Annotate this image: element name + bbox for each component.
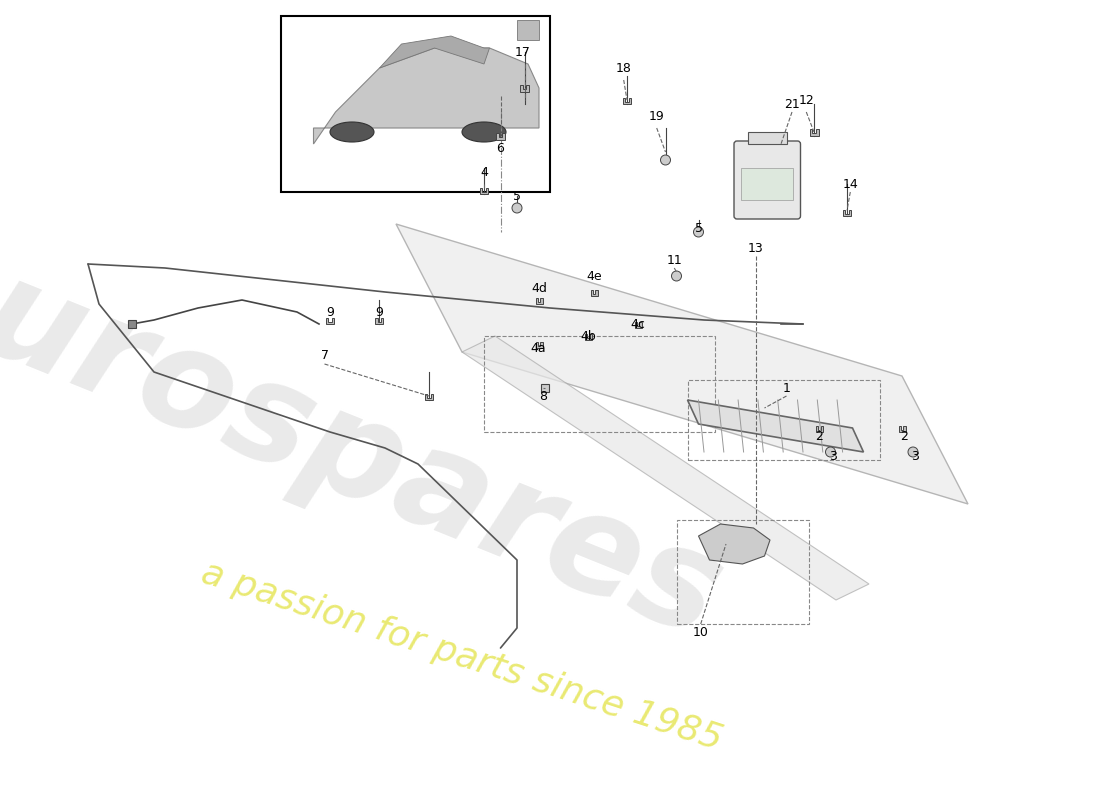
Polygon shape <box>396 224 968 504</box>
Text: 6: 6 <box>496 142 505 154</box>
Text: 10: 10 <box>693 626 708 638</box>
Text: 2: 2 <box>900 430 909 442</box>
Text: a passion for parts since 1985: a passion for parts since 1985 <box>197 555 727 757</box>
Text: 12: 12 <box>799 94 814 106</box>
Polygon shape <box>326 318 334 324</box>
Text: eurospares: eurospares <box>0 213 740 667</box>
Polygon shape <box>899 426 905 432</box>
Ellipse shape <box>462 122 506 142</box>
Text: 8: 8 <box>539 390 548 402</box>
Bar <box>741 168 793 200</box>
Polygon shape <box>375 318 384 324</box>
Text: 9: 9 <box>326 306 334 318</box>
Bar <box>676 520 808 624</box>
Text: 14: 14 <box>843 178 858 190</box>
Bar <box>280 16 550 192</box>
Circle shape <box>660 155 671 165</box>
Polygon shape <box>688 400 864 452</box>
Text: 7: 7 <box>320 350 329 362</box>
Text: 5: 5 <box>694 222 703 234</box>
Text: 13: 13 <box>748 242 763 254</box>
Text: 17: 17 <box>515 46 530 58</box>
Text: 2: 2 <box>815 430 824 442</box>
Polygon shape <box>520 85 529 92</box>
Polygon shape <box>536 298 542 304</box>
Polygon shape <box>314 48 539 144</box>
Polygon shape <box>517 20 539 40</box>
Circle shape <box>671 271 682 281</box>
Circle shape <box>908 447 918 457</box>
FancyBboxPatch shape <box>734 141 801 219</box>
Polygon shape <box>698 524 770 564</box>
Polygon shape <box>480 188 488 194</box>
Text: 3: 3 <box>911 450 920 462</box>
Polygon shape <box>623 98 631 104</box>
Polygon shape <box>810 129 818 136</box>
Polygon shape <box>425 394 433 400</box>
Polygon shape <box>635 322 641 328</box>
Bar <box>484 336 715 432</box>
Bar <box>540 384 549 392</box>
Ellipse shape <box>330 122 374 142</box>
Text: 4: 4 <box>480 166 488 178</box>
Text: 18: 18 <box>616 62 631 74</box>
Text: 19: 19 <box>649 110 664 122</box>
Text: 11: 11 <box>667 254 682 266</box>
Text: 4e: 4e <box>586 270 602 282</box>
Polygon shape <box>496 133 505 140</box>
Polygon shape <box>462 336 869 600</box>
Text: 5: 5 <box>513 190 521 202</box>
Polygon shape <box>536 342 542 348</box>
Text: 4a: 4a <box>530 342 546 354</box>
Text: 9: 9 <box>375 306 384 318</box>
Circle shape <box>693 227 704 237</box>
Text: 3: 3 <box>828 450 837 462</box>
Bar <box>748 132 786 144</box>
Text: 4d: 4d <box>531 282 547 294</box>
Circle shape <box>825 447 836 457</box>
Polygon shape <box>379 36 490 68</box>
Polygon shape <box>591 290 597 296</box>
Bar <box>128 320 136 328</box>
Text: 4c: 4c <box>630 318 646 330</box>
Circle shape <box>512 203 522 213</box>
Polygon shape <box>816 426 823 432</box>
Polygon shape <box>843 210 851 216</box>
Text: 21: 21 <box>784 98 800 110</box>
Text: 1: 1 <box>782 382 791 394</box>
Text: 4b: 4b <box>581 330 596 342</box>
Polygon shape <box>585 334 592 340</box>
Bar <box>688 380 880 460</box>
